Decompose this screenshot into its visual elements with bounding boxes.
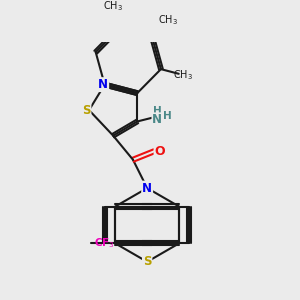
Text: H: H (153, 106, 161, 116)
Text: CH$_3$: CH$_3$ (103, 0, 123, 13)
Text: CF$_3$: CF$_3$ (94, 236, 115, 250)
Text: N: N (142, 182, 152, 195)
Text: S: S (143, 255, 152, 268)
Text: H: H (164, 111, 172, 121)
Text: N: N (98, 78, 108, 91)
Text: S: S (82, 103, 91, 117)
Text: CH$_3$: CH$_3$ (173, 68, 193, 82)
Text: CH$_3$: CH$_3$ (158, 14, 178, 27)
Text: O: O (154, 145, 165, 158)
Text: N: N (152, 113, 162, 126)
